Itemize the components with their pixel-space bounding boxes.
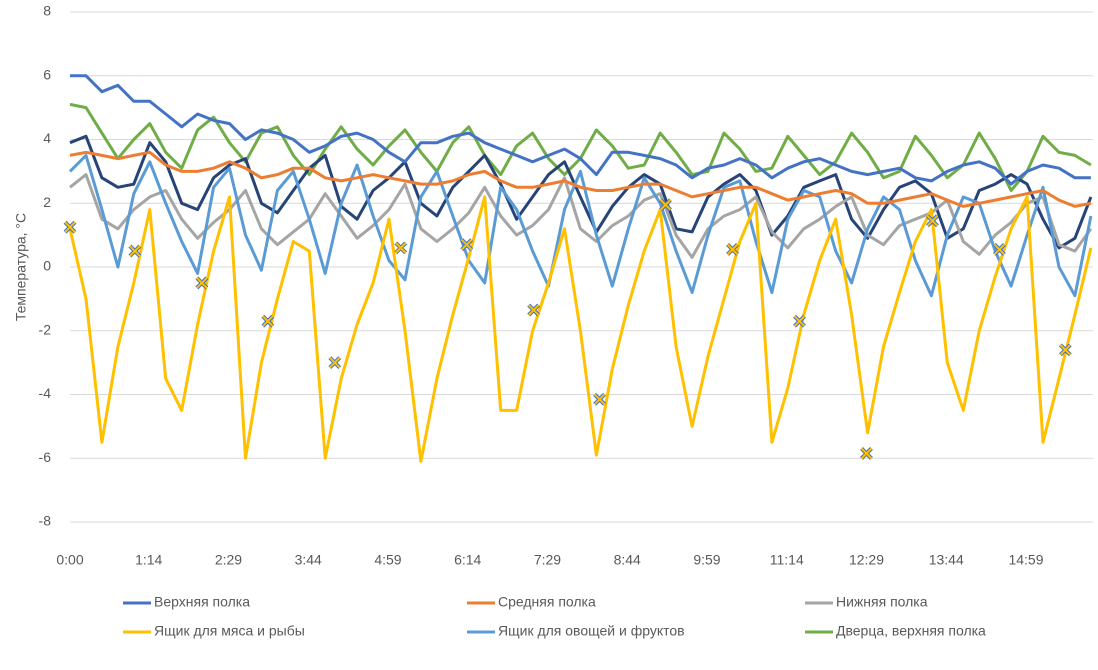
marker-stroke [860, 447, 873, 460]
marker-stroke [262, 315, 274, 327]
marker-stroke [993, 243, 1006, 256]
legend-label: Ящик для овощей и фруктов [498, 623, 685, 639]
legend-label: Средняя полка [498, 594, 596, 610]
marker-stroke [926, 215, 939, 227]
y-tick-label: 2 [43, 194, 51, 210]
x-tick-label: 6:14 [454, 552, 481, 568]
x-tick-label: 11:14 [770, 552, 804, 568]
legend-label: Нижняя полка [836, 594, 928, 610]
x-tick-label: 12:29 [849, 552, 884, 568]
x-tick-label: 3:44 [295, 552, 322, 568]
y-tick-label: -2 [39, 321, 52, 337]
series-line [70, 74, 1091, 186]
marker [195, 276, 209, 290]
marker [926, 214, 939, 228]
marker-stroke [196, 277, 208, 289]
marker-stroke [129, 245, 141, 257]
marker [593, 392, 606, 406]
x-tick-label: 1:14 [135, 552, 162, 568]
marker [328, 356, 342, 370]
marker-stroke [593, 393, 606, 405]
marker [726, 243, 739, 256]
x-tick-label: 9:59 [693, 552, 720, 568]
legend-label: Дверца, верхняя полка [836, 623, 986, 639]
y-tick-label: -8 [39, 513, 52, 529]
marker [261, 314, 275, 328]
marker-stroke [726, 243, 739, 256]
x-tick-label: 13:44 [929, 552, 964, 568]
y-tick-label: 4 [43, 130, 51, 146]
x-tick-label: 8:44 [614, 552, 641, 568]
marker [860, 447, 873, 460]
series-line [69, 134, 1093, 250]
marker-stroke [659, 199, 672, 211]
marker [460, 238, 474, 252]
marker [128, 244, 142, 258]
x-tick-label: 0:00 [56, 552, 83, 568]
x-tick-label: 4:59 [374, 552, 401, 568]
marker-stroke [329, 356, 341, 369]
marker [63, 220, 77, 234]
marker-stroke [395, 242, 407, 254]
marker [793, 314, 806, 328]
marker-stroke [527, 304, 540, 316]
legend-label: Ящик для мяса и рыбы [154, 623, 305, 639]
marker [394, 241, 408, 255]
marker-stroke [64, 221, 76, 233]
series-line [69, 173, 1093, 259]
marker-stroke [1059, 344, 1072, 356]
marker-stroke [460, 238, 473, 251]
y-axis-title: Температура, °C [13, 213, 29, 321]
y-tick-label: -4 [39, 385, 52, 401]
y-tick-label: 8 [43, 3, 51, 19]
marker [527, 303, 541, 317]
x-tick-label: 14:59 [1008, 552, 1043, 568]
series-line [69, 150, 1092, 208]
series-line [68, 195, 1093, 463]
y-tick-label: 6 [43, 66, 51, 82]
marker [1058, 343, 1072, 357]
legend-label: Верхняя полка [154, 594, 250, 610]
series-line [68, 153, 1093, 298]
y-tick-label: -6 [39, 449, 52, 465]
y-tick-label: 0 [43, 258, 51, 274]
marker [993, 243, 1006, 256]
marker [659, 198, 672, 212]
x-tick-label: 2:29 [215, 552, 242, 568]
marker-stroke [793, 315, 806, 327]
x-tick-label: 7:29 [534, 552, 561, 568]
